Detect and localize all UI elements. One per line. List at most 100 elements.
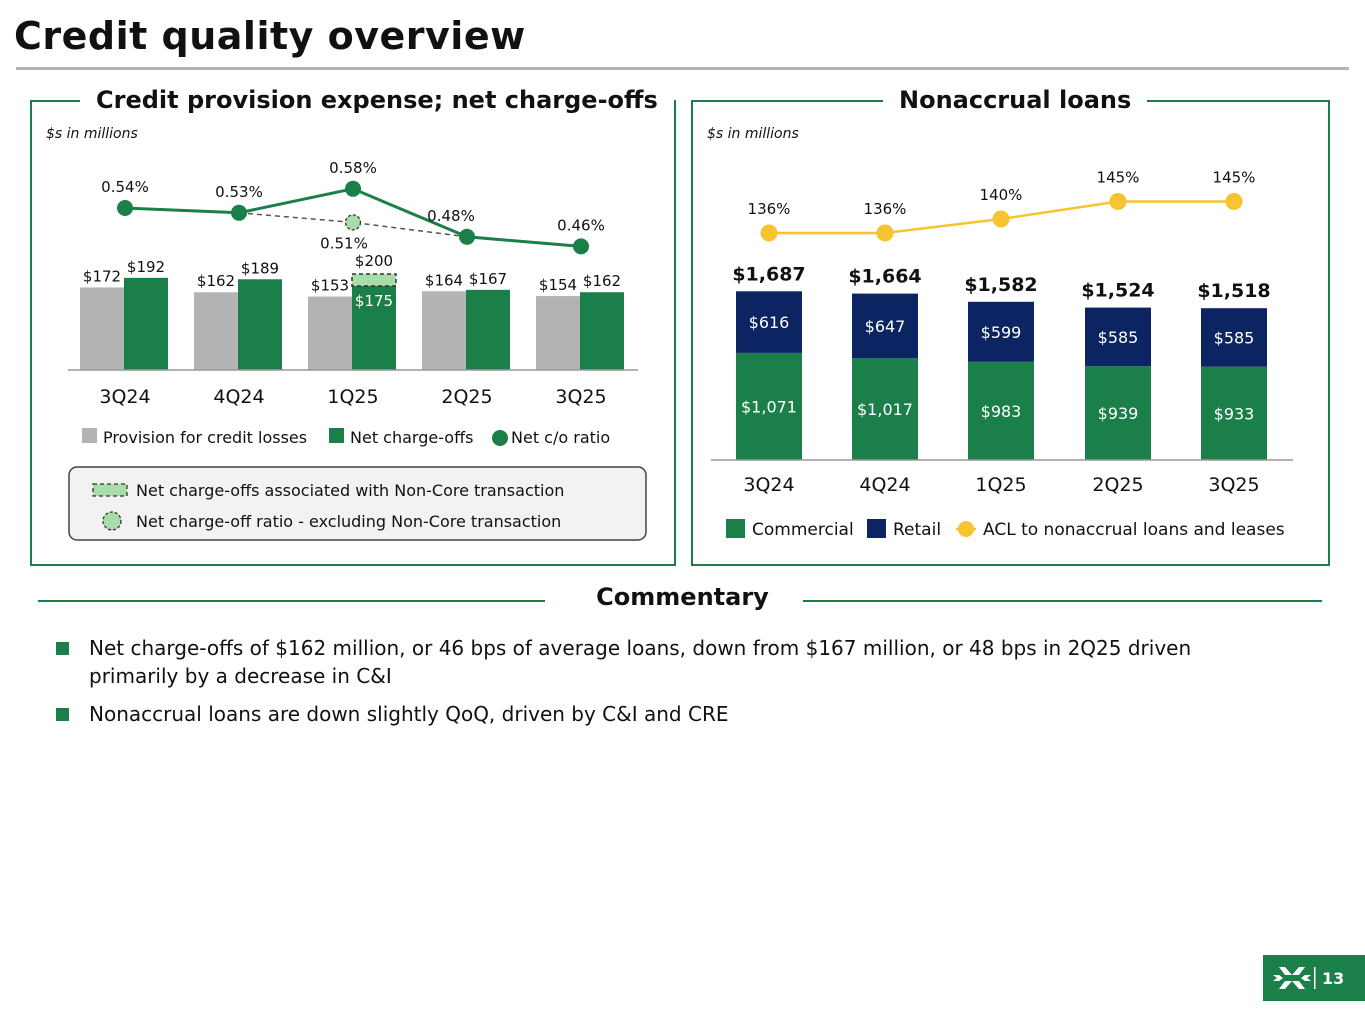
callout-ratio-excl-label: Net charge-off ratio - excluding Non-Cor… — [136, 512, 561, 531]
ratio-marker — [573, 238, 589, 255]
provision-value-label: $154 — [539, 276, 577, 294]
x-tick-label: 3Q25 — [555, 386, 606, 408]
callout-noncore-swatch — [92, 483, 128, 497]
brand-mark-icon — [1273, 967, 1316, 989]
total-value-label: $1,524 — [1081, 280, 1154, 302]
total-value-label: $1,518 — [1197, 280, 1270, 302]
ratio-excl-line — [238, 212, 468, 238]
nco-value-label: $192 — [127, 258, 165, 276]
acl-marker — [760, 224, 778, 242]
nco-value-label: $162 — [583, 272, 621, 290]
brand-logo: 13 — [1263, 955, 1365, 1001]
legend-provision-swatch — [82, 428, 97, 443]
commercial-bar — [1201, 366, 1267, 460]
provision-unit-label: $s in millions — [46, 126, 138, 142]
retail-bar — [1201, 308, 1267, 367]
nco-value-label: $189 — [241, 259, 279, 277]
x-tick-label: 3Q24 — [743, 474, 794, 496]
page-number: 13 — [1322, 969, 1345, 988]
x-tick-label: 2Q25 — [441, 386, 492, 408]
nonaccrual-panel-title: Nonaccrual loans — [883, 86, 1148, 114]
nco-value-label: $167 — [469, 270, 507, 288]
ratio-label: 0.53% — [215, 183, 263, 201]
title-divider — [16, 67, 1349, 70]
retail-value-label: $585 — [1214, 328, 1255, 347]
nonaccrual-unit-label: $s in millions — [707, 126, 799, 142]
legend-nco-swatch — [329, 428, 344, 443]
commercial-bar — [968, 361, 1034, 460]
ratio-label: 0.58% — [329, 159, 377, 177]
commentary-bullet: Net charge-offs of $162 million, or 46 b… — [54, 634, 1284, 690]
provision-bar — [422, 291, 466, 370]
nco-bar — [580, 292, 624, 370]
x-tick-label: 4Q24 — [859, 474, 910, 496]
legend-commercial-swatch — [726, 519, 745, 538]
legend-retail-label: Retail — [893, 520, 941, 540]
retail-bar — [968, 301, 1034, 362]
retail-value-label: $585 — [1098, 328, 1139, 347]
ratio-marker — [345, 180, 361, 197]
commentary-list: Net charge-offs of $162 million, or 46 b… — [54, 634, 1284, 738]
commercial-value-label: $1,071 — [741, 397, 797, 416]
acl-marker — [876, 224, 894, 242]
commercial-value-label: $933 — [1214, 404, 1255, 423]
commentary-rule-right — [803, 600, 1322, 602]
provision-panel: Credit provision expense; net charge-off… — [30, 86, 676, 566]
retail-value-label: $599 — [981, 323, 1022, 342]
total-value-label: $1,664 — [848, 266, 921, 288]
retail-bar — [852, 293, 918, 359]
legend-retail-swatch — [867, 519, 886, 538]
commercial-bar — [852, 358, 918, 460]
ratio-marker — [117, 200, 133, 216]
commercial-bar — [1085, 366, 1151, 460]
acl-label: 140% — [980, 186, 1023, 204]
retail-value-label: $647 — [865, 317, 906, 336]
bullet-square-icon — [56, 708, 69, 721]
provision-bar — [80, 287, 124, 370]
provision-bar — [308, 296, 352, 370]
legend-nco-label: Net charge-offs — [350, 428, 473, 447]
legend-commercial-label: Commercial — [752, 520, 854, 540]
acl-label: 136% — [864, 200, 907, 218]
ratio-marker — [459, 228, 475, 245]
retail-value-label: $616 — [749, 313, 790, 332]
legend-ratio-label: Net c/o ratio — [511, 428, 610, 447]
legend-acl-marker — [958, 521, 974, 537]
provision-value-label: $162 — [197, 272, 235, 290]
callout-noncore-label: Net charge-offs associated with Non-Core… — [136, 481, 564, 500]
provision-panel-title: Credit provision expense; net charge-off… — [80, 86, 674, 114]
retail-bar — [736, 291, 802, 353]
nco-value-label: $175 — [355, 292, 393, 310]
provision-value-label: $172 — [83, 267, 121, 285]
legend-ratio-marker — [492, 430, 508, 446]
bullet-square-icon — [56, 642, 69, 655]
ratio-excl-marker — [344, 214, 362, 231]
commentary-rule-left — [38, 600, 545, 602]
acl-label: 136% — [748, 200, 791, 218]
x-tick-label: 1Q25 — [327, 386, 378, 408]
nco-bar — [124, 277, 168, 370]
acl-marker — [1109, 193, 1127, 210]
nco-bar — [238, 279, 282, 370]
acl-marker — [992, 210, 1010, 228]
noncore-nco-bar — [351, 273, 397, 287]
legend-provision-label: Provision for credit losses — [103, 428, 307, 447]
callout-box — [68, 466, 647, 541]
legend-acl-label: ACL to nonaccrual loans and leases — [983, 520, 1285, 540]
acl-marker — [1225, 193, 1243, 210]
commercial-value-label: $939 — [1098, 404, 1139, 423]
callout-ratio-excl-marker — [102, 511, 122, 531]
nco-bar — [352, 286, 396, 370]
ratio-label: 0.54% — [101, 178, 149, 196]
provision-bar — [536, 296, 580, 370]
provision-value-label: $153 — [311, 277, 349, 295]
total-value-label: $1,687 — [732, 263, 805, 285]
retail-bar — [1085, 307, 1151, 367]
provision-value-label: $164 — [425, 271, 463, 289]
commercial-value-label: $1,017 — [857, 400, 913, 419]
total-value-label: $1,582 — [964, 274, 1037, 296]
nonaccrual-chart: $1,071 $616 $1,687 3Q24 $1,017 $647 $1,664 4Q24… — [711, 169, 1293, 540]
ratio-marker — [231, 204, 247, 221]
provision-bar — [194, 292, 238, 370]
noncore-total-label: $200 — [355, 252, 393, 270]
